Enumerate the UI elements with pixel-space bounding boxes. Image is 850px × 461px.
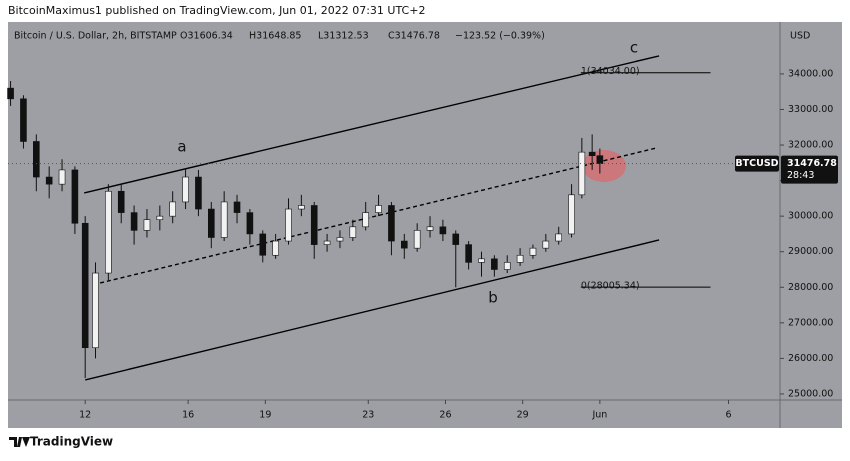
wave-label: b <box>488 289 498 307</box>
footer-brand: TradingView <box>30 435 113 449</box>
candle-body <box>71 169 79 224</box>
candle-body <box>233 201 241 213</box>
candle-body <box>105 190 112 274</box>
y-tick-label: 34000.00 <box>788 68 833 79</box>
candle-body <box>117 190 125 213</box>
candle-body <box>400 240 408 249</box>
y-tick-label: 26000.00 <box>788 353 833 364</box>
candle-body <box>195 176 202 210</box>
candle-body <box>298 205 305 210</box>
y-tick-label: 32000.00 <box>788 140 833 151</box>
candle-body <box>388 205 395 242</box>
candle-body <box>169 201 176 217</box>
ohlc-close: C31476.78 <box>388 31 440 42</box>
candle-body <box>156 215 164 221</box>
candle-body <box>92 272 99 349</box>
candle-body <box>426 226 434 231</box>
x-tick-label: 16 <box>182 410 194 421</box>
x-tick-label: 6 <box>726 410 732 421</box>
candle-body <box>588 151 596 157</box>
candle-body <box>58 169 66 185</box>
candle-body <box>503 262 511 270</box>
candle-body <box>285 208 292 242</box>
wave-label: c <box>630 39 638 57</box>
x-tick-label: 26 <box>439 410 451 421</box>
y-tick-label: 30000.00 <box>788 211 833 222</box>
fib-label: 1(34034.00) <box>581 66 640 77</box>
candle-body <box>143 219 151 231</box>
logo <box>9 437 30 447</box>
trendline <box>84 55 660 194</box>
candle-body <box>439 226 447 235</box>
ohlc-low: L31312.53 <box>318 31 369 42</box>
candle-body <box>491 258 498 270</box>
candle-body <box>182 176 189 203</box>
last-price: 31476.78 <box>787 158 837 169</box>
x-tick-label: 19 <box>259 410 271 421</box>
candle-body <box>246 212 254 235</box>
candle-body <box>568 194 575 235</box>
x-tick-label: Jun <box>591 410 607 421</box>
trendline <box>85 239 660 381</box>
ticker-box <box>735 155 779 172</box>
candle-body <box>478 258 485 263</box>
x-tick-label: 23 <box>362 410 374 421</box>
ohlc-open: O31606.34 <box>180 31 233 42</box>
symbol: Bitcoin / U.S. Dollar, 2h, BITSTAMP <box>14 31 177 42</box>
ticker: BTCUSD <box>735 158 778 169</box>
candle-body <box>81 222 89 349</box>
currency: USD <box>790 31 810 42</box>
candle-body <box>452 233 460 245</box>
candle-body <box>220 201 228 238</box>
candle-body <box>349 226 357 238</box>
trendline <box>99 147 657 284</box>
x-tick-label: 12 <box>79 410 91 421</box>
candle-body <box>259 233 267 256</box>
price-box <box>781 155 838 184</box>
y-tick-label: 28000.00 <box>788 282 833 293</box>
candle-body <box>310 205 318 245</box>
candle-body <box>413 230 421 249</box>
publisher: BitcoinMaximus1 published on TradingView… <box>8 4 425 17</box>
y-tick-label: 33000.00 <box>788 104 833 115</box>
candle-body <box>596 155 604 164</box>
candle-body <box>516 254 524 263</box>
candle-body <box>529 247 537 256</box>
highlight <box>582 150 626 182</box>
candle-body <box>33 141 40 178</box>
x-tick-label: 29 <box>517 410 529 421</box>
candle-body <box>272 240 279 256</box>
candle-body <box>362 212 369 228</box>
y-tick-label: 29000.00 <box>788 246 833 257</box>
candle-body <box>555 233 562 242</box>
candle-body <box>542 240 550 249</box>
wave-label: a <box>177 138 186 156</box>
candle-body <box>45 176 53 185</box>
candle-body <box>20 98 27 142</box>
countdown: 28:43 <box>787 170 814 181</box>
fib-label: 0(28005.34) <box>581 281 640 292</box>
candle-body <box>336 237 344 242</box>
candle-body <box>578 151 586 196</box>
ohlc-high: H31648.85 <box>249 31 301 42</box>
candle-body <box>465 244 472 263</box>
candle-body <box>130 212 138 231</box>
y-tick-label: 25000.00 <box>788 388 833 399</box>
candle-body <box>7 87 14 100</box>
candle-body <box>207 208 215 238</box>
ohlc-change: −123.52 (−0.39%) <box>455 31 545 42</box>
candle-body <box>323 240 331 245</box>
candle-body <box>375 205 382 213</box>
y-tick-label: 27000.00 <box>788 317 833 328</box>
